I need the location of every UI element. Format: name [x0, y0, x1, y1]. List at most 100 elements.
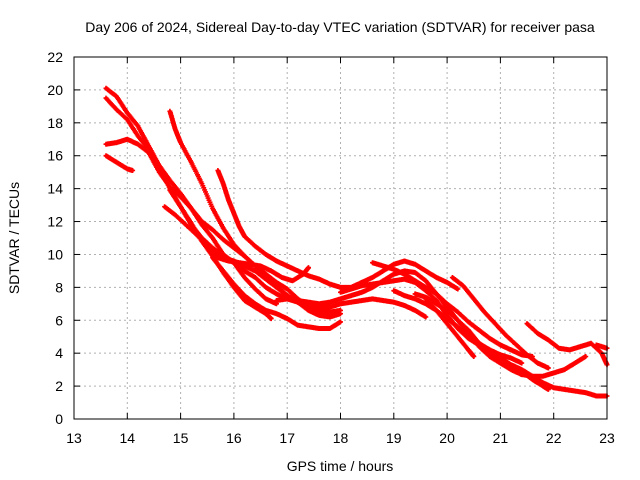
data-point: [536, 361, 540, 365]
data-point: [275, 292, 278, 296]
data-point: [179, 205, 183, 209]
data-point: [392, 289, 396, 293]
data-point: [477, 341, 481, 345]
data-point: [562, 368, 566, 372]
data-point: [493, 322, 497, 326]
data-point: [498, 343, 502, 347]
data-point: [136, 134, 140, 138]
data-point: [328, 327, 332, 330]
data-point: [472, 297, 476, 301]
x-axis-title: GPS time / hours: [287, 458, 394, 474]
data-point: [285, 287, 289, 291]
data-point: [328, 315, 332, 319]
data-point: [269, 317, 273, 321]
data-point: [488, 336, 492, 340]
series-track-12: [306, 296, 429, 320]
data-point: [211, 228, 215, 232]
data-point: [248, 262, 252, 266]
data-point: [285, 264, 289, 268]
data-point: [269, 269, 273, 273]
data-point: [525, 322, 529, 326]
data-point: [573, 361, 577, 365]
data-point: [381, 280, 385, 284]
data-point: [546, 338, 550, 342]
y-tick-label: 10: [47, 246, 63, 262]
series-track-9: [210, 255, 343, 331]
data-point: [221, 269, 225, 273]
data-point: [184, 223, 188, 227]
data-point: [125, 111, 129, 115]
data-point: [104, 86, 108, 90]
data-point: [546, 387, 550, 391]
data-point: [136, 142, 140, 146]
data-point: [104, 142, 108, 146]
data-point: [115, 95, 119, 98]
data-point: [189, 206, 193, 210]
data-point: [392, 262, 396, 266]
data-point: [307, 305, 310, 309]
data-point: [381, 269, 385, 273]
data-point: [285, 294, 289, 298]
data-point: [275, 259, 278, 263]
data-point: [424, 302, 428, 306]
data-point: [253, 244, 257, 248]
data-point: [243, 299, 247, 302]
data-point: [450, 276, 454, 279]
data-point: [434, 308, 438, 312]
data-point: [552, 371, 556, 375]
data-point: [168, 178, 172, 182]
data-point: [104, 96, 108, 100]
data-point: [339, 285, 342, 289]
y-tick-label: 14: [47, 181, 63, 197]
data-point: [488, 351, 492, 355]
data-point: [562, 387, 566, 391]
data-point: [211, 206, 215, 210]
data-point: [115, 141, 119, 145]
data-point: [317, 302, 321, 306]
data-point: [482, 310, 486, 314]
data-point: [541, 374, 545, 378]
data-point: [403, 272, 406, 276]
data-point: [530, 378, 534, 381]
series-plus-markers: [103, 85, 279, 307]
data-point: [424, 315, 428, 319]
data-point: [296, 323, 300, 327]
data-point: [584, 391, 588, 395]
y-tick-label: 18: [47, 115, 63, 131]
data-point: [328, 305, 332, 309]
data-point: [434, 276, 438, 279]
data-point: [456, 310, 460, 314]
y-tick-label: 16: [47, 148, 63, 164]
data-point: [339, 312, 342, 316]
y-tick-label: 12: [47, 214, 63, 230]
data-point: [328, 300, 332, 304]
data-point: [200, 182, 204, 186]
y-tick-label: 20: [47, 82, 63, 98]
data-point: [147, 150, 151, 154]
data-point: [221, 256, 225, 260]
data-point: [424, 297, 428, 301]
x-tick-label: 20: [439, 430, 455, 446]
series-track-1: [103, 85, 279, 307]
data-point: [296, 269, 300, 273]
data-point: [243, 254, 247, 258]
data-point: [381, 299, 385, 302]
data-point: [232, 243, 236, 247]
data-point: [125, 167, 129, 171]
data-point: [317, 313, 321, 317]
data-point: [131, 169, 135, 172]
data-point: [472, 355, 476, 358]
data-point: [339, 320, 342, 324]
data-point: [189, 160, 193, 164]
data-point: [264, 297, 268, 301]
series-track-4: [103, 153, 136, 173]
data-point: [168, 188, 172, 192]
data-point: [456, 287, 460, 291]
data-point: [317, 327, 321, 330]
data-point: [243, 269, 247, 273]
data-point: [275, 299, 278, 302]
data-point: [275, 302, 278, 306]
x-tick-label: 23: [599, 430, 615, 446]
